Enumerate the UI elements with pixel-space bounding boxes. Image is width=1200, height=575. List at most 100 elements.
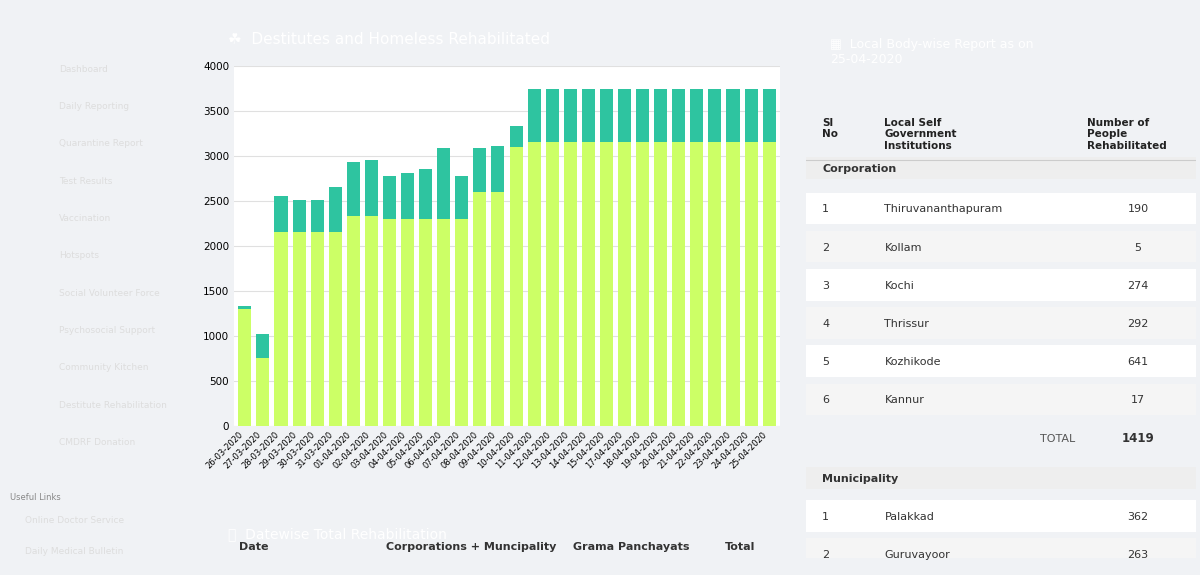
Bar xyxy=(257,334,270,358)
Text: Corporation: Corporation xyxy=(822,164,896,174)
Text: Destitute Rehabilitation: Destitute Rehabilitation xyxy=(59,401,167,410)
Bar xyxy=(672,90,685,143)
Text: Date: Date xyxy=(239,542,269,552)
Text: Number of
People
Rehabilitated: Number of People Rehabilitated xyxy=(1087,118,1166,151)
Text: Kollam: Kollam xyxy=(884,243,922,252)
Text: 📅  Datewise Total Rehabilitation: 📅 Datewise Total Rehabilitation xyxy=(228,527,446,541)
FancyBboxPatch shape xyxy=(806,193,1196,224)
FancyBboxPatch shape xyxy=(806,500,1196,532)
Bar xyxy=(618,90,631,143)
Text: TOTAL: TOTAL xyxy=(1040,434,1075,443)
Text: 2: 2 xyxy=(822,550,829,560)
Bar xyxy=(437,148,450,219)
Text: Grama Panchayats: Grama Panchayats xyxy=(574,542,690,552)
FancyBboxPatch shape xyxy=(806,269,1196,301)
FancyBboxPatch shape xyxy=(806,466,1196,489)
Bar xyxy=(763,143,775,426)
Text: Hotspots: Hotspots xyxy=(59,251,98,260)
Text: Total: Total xyxy=(725,542,756,552)
Bar xyxy=(275,232,288,426)
Bar xyxy=(744,90,757,143)
Bar xyxy=(744,143,757,426)
FancyBboxPatch shape xyxy=(806,307,1196,339)
Text: 17: 17 xyxy=(1130,396,1145,405)
Bar xyxy=(293,232,306,426)
Bar xyxy=(437,219,450,426)
Bar xyxy=(455,219,468,426)
Text: Community Kitchen: Community Kitchen xyxy=(59,363,149,373)
Bar xyxy=(492,146,504,192)
Bar xyxy=(347,162,360,216)
Text: Daily Medical Bulletin: Daily Medical Bulletin xyxy=(25,547,124,557)
Text: 1: 1 xyxy=(822,512,829,522)
Text: Dashboard: Dashboard xyxy=(59,64,108,74)
Bar xyxy=(763,90,775,143)
Text: ▦  Local Body-wise Report as on
25-04-2020: ▦ Local Body-wise Report as on 25-04-202… xyxy=(830,38,1033,66)
Bar xyxy=(600,90,613,143)
Text: Sl
No: Sl No xyxy=(822,118,838,139)
Text: Municipality: Municipality xyxy=(822,474,899,484)
Bar xyxy=(365,216,378,426)
FancyBboxPatch shape xyxy=(806,346,1196,377)
Bar xyxy=(582,90,595,143)
Bar xyxy=(239,309,251,426)
Bar xyxy=(275,197,288,232)
Text: 1419: 1419 xyxy=(1122,432,1154,445)
Bar xyxy=(600,143,613,426)
Text: 190: 190 xyxy=(1127,204,1148,214)
Text: Local Self
Government
Institutions: Local Self Government Institutions xyxy=(884,118,956,151)
Bar xyxy=(473,192,486,426)
FancyBboxPatch shape xyxy=(806,538,1196,570)
Bar xyxy=(528,143,541,426)
Bar xyxy=(654,143,667,426)
Bar xyxy=(311,232,324,426)
Text: Psychosocial Support: Psychosocial Support xyxy=(59,326,155,335)
Text: Social Volunteer Force: Social Volunteer Force xyxy=(59,289,160,298)
Bar xyxy=(455,176,468,219)
Bar xyxy=(564,90,577,143)
Text: Guruvayoor: Guruvayoor xyxy=(884,550,950,560)
Bar xyxy=(726,90,739,143)
Text: 1: 1 xyxy=(822,204,829,214)
Bar xyxy=(690,90,703,143)
Bar xyxy=(257,358,270,426)
Text: 5: 5 xyxy=(1134,243,1141,252)
Bar xyxy=(347,216,360,426)
Text: Corporations + Muncipality: Corporations + Muncipality xyxy=(385,542,556,552)
Bar xyxy=(708,143,721,426)
Text: Daily Reporting: Daily Reporting xyxy=(59,102,128,111)
Bar xyxy=(510,126,522,147)
Text: 263: 263 xyxy=(1127,550,1148,560)
Bar xyxy=(311,200,324,232)
Bar xyxy=(582,143,595,426)
FancyBboxPatch shape xyxy=(806,384,1196,415)
Text: 641: 641 xyxy=(1127,357,1148,367)
Bar xyxy=(239,306,251,309)
Text: 4: 4 xyxy=(822,319,829,329)
Text: 5: 5 xyxy=(822,357,829,367)
Bar xyxy=(618,143,631,426)
Bar xyxy=(726,143,739,426)
Text: 292: 292 xyxy=(1127,319,1148,329)
Text: 6: 6 xyxy=(822,396,829,405)
Bar xyxy=(329,232,342,426)
Text: 3: 3 xyxy=(822,281,829,291)
Bar xyxy=(383,176,396,219)
Text: 274: 274 xyxy=(1127,281,1148,291)
Bar xyxy=(365,160,378,216)
Bar xyxy=(546,90,559,143)
Bar xyxy=(654,90,667,143)
Text: Kozhikode: Kozhikode xyxy=(884,357,941,367)
Bar xyxy=(690,143,703,426)
Bar xyxy=(492,192,504,426)
Text: 2: 2 xyxy=(822,243,829,252)
Text: Quarantine Report: Quarantine Report xyxy=(59,139,143,148)
Text: Thiruvananthapuram: Thiruvananthapuram xyxy=(884,204,1003,214)
Bar xyxy=(546,143,559,426)
Text: Useful Links: Useful Links xyxy=(11,493,61,502)
Bar xyxy=(329,186,342,232)
Bar xyxy=(510,147,522,426)
Text: Kannur: Kannur xyxy=(884,396,924,405)
Bar xyxy=(383,219,396,426)
FancyBboxPatch shape xyxy=(806,157,1196,179)
